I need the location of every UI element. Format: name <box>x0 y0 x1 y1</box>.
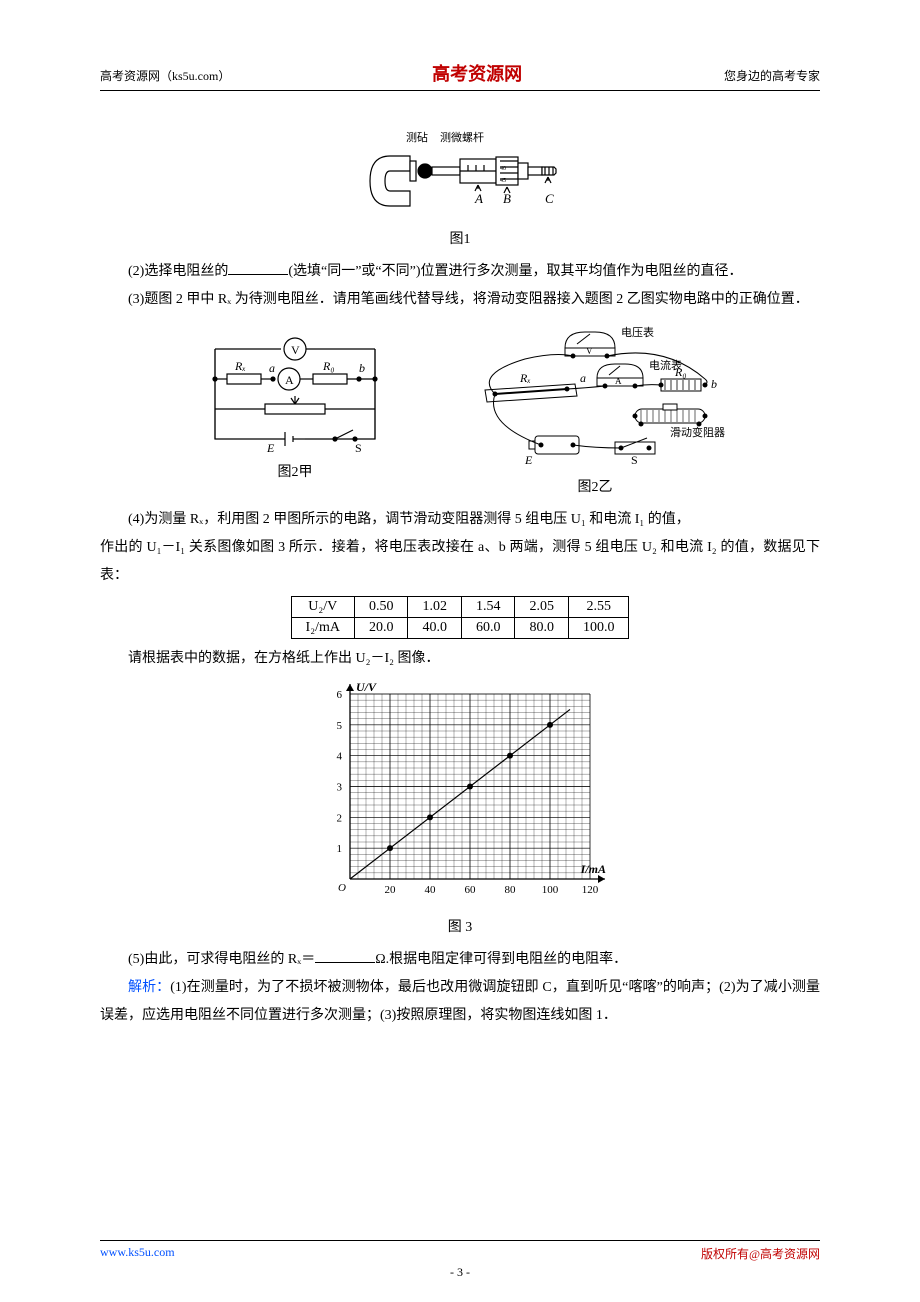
page: 高考资源网（ks5u.com） 高考资源网 您身边的高考专家 测砧 测微螺杆 <box>0 0 920 1302</box>
svg-text:80: 80 <box>505 884 517 896</box>
svg-text:6: 6 <box>337 689 343 701</box>
q5-text-a: (5)由此，可求得电阻丝的 Rₓ＝ <box>128 952 315 967</box>
header-right: 您身边的高考专家 <box>724 67 820 84</box>
svg-text:A: A <box>615 376 622 386</box>
svg-text:O: O <box>338 882 346 894</box>
table-row: I₂/mA 20.0 40.0 60.0 80.0 100.0 <box>291 618 629 639</box>
svg-text:电压表: 电压表 <box>621 325 654 339</box>
row-header: I₂/mA <box>291 618 354 639</box>
svg-text:5: 5 <box>337 720 343 732</box>
circuit-schematic-svg: V A <box>195 324 395 454</box>
svg-text:40: 40 <box>425 884 437 896</box>
svg-text:S: S <box>631 453 638 467</box>
svg-text:2: 2 <box>337 812 343 824</box>
figure-2-left-caption: 图2甲 <box>195 461 395 481</box>
table-row: U₂/V 0.50 1.02 1.54 2.05 2.55 <box>291 597 629 618</box>
svg-text:b: b <box>359 361 365 375</box>
solution: 解析：(1)在测量时，为了不损坏被测物体，最后也改用微调旋钮即 C，直到听见“喀… <box>100 974 820 1030</box>
q2-text-b: (选填“同一”或“不同”)位置进行多次测量，取其平均值作为电阻丝的直径． <box>288 264 742 279</box>
figure-3-caption: 图 3 <box>100 916 820 936</box>
label-C: C <box>545 191 554 206</box>
figure-1: 测砧 测微螺杆 40 45 <box>100 131 820 248</box>
question-4-after: 请根据表中的数据，在方格纸上作出 U₂－I₂ 图像． <box>100 645 820 673</box>
question-2: (2)选择电阻丝的 (选填“同一”或“不同”)位置进行多次测量，取其平均值作为电阻… <box>100 258 820 286</box>
svg-text:Rₓ: Rₓ <box>519 371 531 385</box>
data-table: U₂/V 0.50 1.02 1.54 2.05 2.55 I₂/mA 20.0… <box>291 596 630 639</box>
figure-2-left: V A <box>195 324 395 496</box>
header-center: 高考资源网 <box>432 60 522 86</box>
label-B: B <box>503 191 511 206</box>
svg-text:I/mA: I/mA <box>580 862 606 876</box>
page-footer: www.ks5u.com 版权所有@高考资源网 <box>100 1240 820 1262</box>
figure-2-right-caption: 图2乙 <box>465 476 725 496</box>
svg-text:a: a <box>580 371 586 385</box>
svg-text:A: A <box>285 373 294 387</box>
question-4-line1: (4)为测量 Rₓ，利用图 2 甲图所示的电路，调节滑动变阻器测得 5 组电压 … <box>100 506 820 534</box>
footer-right: 版权所有@高考资源网 <box>701 1245 820 1262</box>
spindle-label: 测微螺杆 <box>440 131 484 144</box>
svg-text:b: b <box>711 377 717 391</box>
page-header: 高考资源网（ks5u.com） 高考资源网 您身边的高考专家 <box>100 60 820 91</box>
blank-1 <box>228 260 288 275</box>
svg-text:4: 4 <box>337 751 343 763</box>
svg-text:120: 120 <box>582 884 599 896</box>
q2-text-a: (2)选择电阻丝的 <box>128 264 228 279</box>
blank-2 <box>315 948 375 963</box>
svg-text:E: E <box>266 441 275 454</box>
svg-text:100: 100 <box>542 884 559 896</box>
micrometer-svg: 测砧 测微螺杆 40 45 <box>350 131 570 221</box>
svg-text:1: 1 <box>337 843 343 855</box>
footer-left: www.ks5u.com <box>100 1245 175 1262</box>
ball-icon <box>418 164 432 178</box>
svg-text:R₀: R₀ <box>674 365 687 379</box>
figure-2-row: V A <box>100 324 820 496</box>
svg-text:45: 45 <box>500 178 506 184</box>
svg-text:S: S <box>355 441 362 454</box>
solution-text: (1)在测量时，为了不损坏被测物体，最后也改用微调旋钮即 C，直到听见“喀喀”的… <box>100 980 820 1023</box>
svg-text:E: E <box>524 453 533 467</box>
svg-text:20: 20 <box>385 884 397 896</box>
svg-text:a: a <box>269 361 275 375</box>
question-3: (3)题图 2 甲中 Rₓ 为待测电阻丝．请用笔画线代替导线，将滑动变阻器接入题… <box>100 286 820 314</box>
svg-text:U/V: U/V <box>356 680 377 694</box>
figure-2-right: V A <box>465 324 725 496</box>
figure-1-caption: 图1 <box>100 228 820 248</box>
q5-text-b: Ω.根据电阻定律可得到电阻丝的电阻率． <box>375 952 627 967</box>
question-5: (5)由此，可求得电阻丝的 Rₓ＝ Ω.根据电阻定律可得到电阻丝的电阻率． <box>100 946 820 974</box>
chart-svg: 20 40 60 80 100 120 1 2 3 4 5 6 O U/V I/mA <box>310 679 610 909</box>
svg-text:R₀: R₀ <box>322 359 335 373</box>
anvil-label: 测砧 <box>406 131 428 144</box>
svg-text:40: 40 <box>500 166 506 172</box>
header-left: 高考资源网（ks5u.com） <box>100 67 230 84</box>
svg-text:3: 3 <box>337 782 343 794</box>
figure-3: 20406080100120123456OU/VI/mA 图 3 高考资源网 <box>100 679 820 936</box>
svg-text:V: V <box>291 343 300 357</box>
svg-text:60: 60 <box>465 884 477 896</box>
footer-page: - 3 - <box>0 1265 920 1280</box>
svg-text:V: V <box>586 346 593 356</box>
solution-label: 解析： <box>128 980 170 995</box>
row-header: U₂/V <box>291 597 354 618</box>
svg-text:Rₓ: Rₓ <box>234 359 246 373</box>
question-4-line2: 作出的 U₁－I₁ 关系图像如图 3 所示．接着，将电压表改接在 a、b 两端，… <box>100 534 820 590</box>
circuit-physical-svg: V A <box>465 324 725 469</box>
label-A: A <box>474 191 483 206</box>
svg-text:滑动变阻器: 滑动变阻器 <box>670 425 725 439</box>
